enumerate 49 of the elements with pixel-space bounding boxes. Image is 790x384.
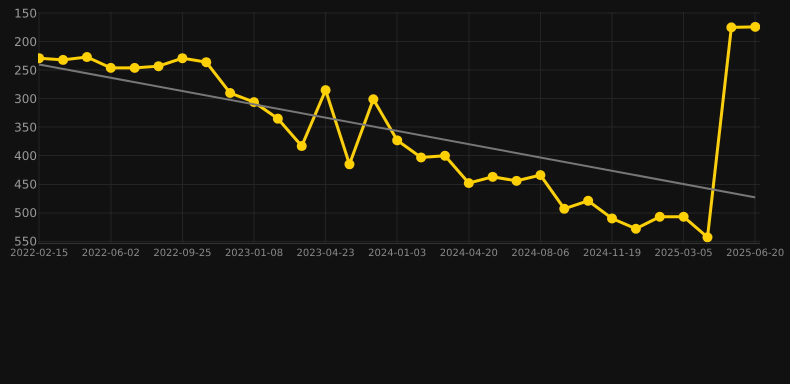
point [296,141,307,152]
x-tick-label: 2025-06-20 [726,248,784,259]
x-tick-label: 2025-03-05 [654,248,713,259]
x-tick-label: 2022-02-15 [10,248,68,259]
point [106,62,116,73]
x-tick-label: 2024-01-03 [368,248,426,259]
point [678,212,689,222]
point [512,176,522,186]
point [726,22,736,32]
point [154,61,164,72]
point [320,85,331,96]
point [750,22,760,32]
point [130,62,140,73]
x-tick-label: 2023-04-23 [296,248,355,259]
x-tick-label: 2023-01-08 [224,248,284,259]
y-tick-label: 400 [14,148,37,163]
y-tick-label: 300 [14,92,37,106]
x-tick-label: 2024-04-20 [440,248,498,259]
y-tick-label: 450 [14,177,37,192]
point [392,135,402,146]
point [488,172,498,182]
point [82,52,92,62]
point [416,152,426,162]
y-tick-label: 150 [14,6,37,20]
point [464,178,474,188]
point [201,57,212,68]
y-tick-label: 500 [14,206,37,220]
point [225,88,236,98]
x-tick-label: 2022-06-02 [82,248,140,259]
x-tick-label: 2022-09-25 [153,248,212,259]
point [607,213,618,224]
point [440,150,450,161]
y-tick-label: 350 [14,120,37,134]
point [559,204,570,214]
y-tick-label: 250 [14,63,37,78]
y-tick-label: 200 [14,34,37,49]
point [654,212,665,222]
point [177,53,188,64]
point [535,170,546,180]
y-tick-label: 550 [14,234,37,248]
point [630,224,641,234]
point [272,114,283,124]
point [583,196,594,206]
point [58,54,68,65]
point [344,159,354,170]
x-tick-label: 2024-08-06 [511,248,570,259]
point [702,232,712,242]
point [368,94,378,104]
x-tick-label: 2024-11-19 [582,248,642,259]
